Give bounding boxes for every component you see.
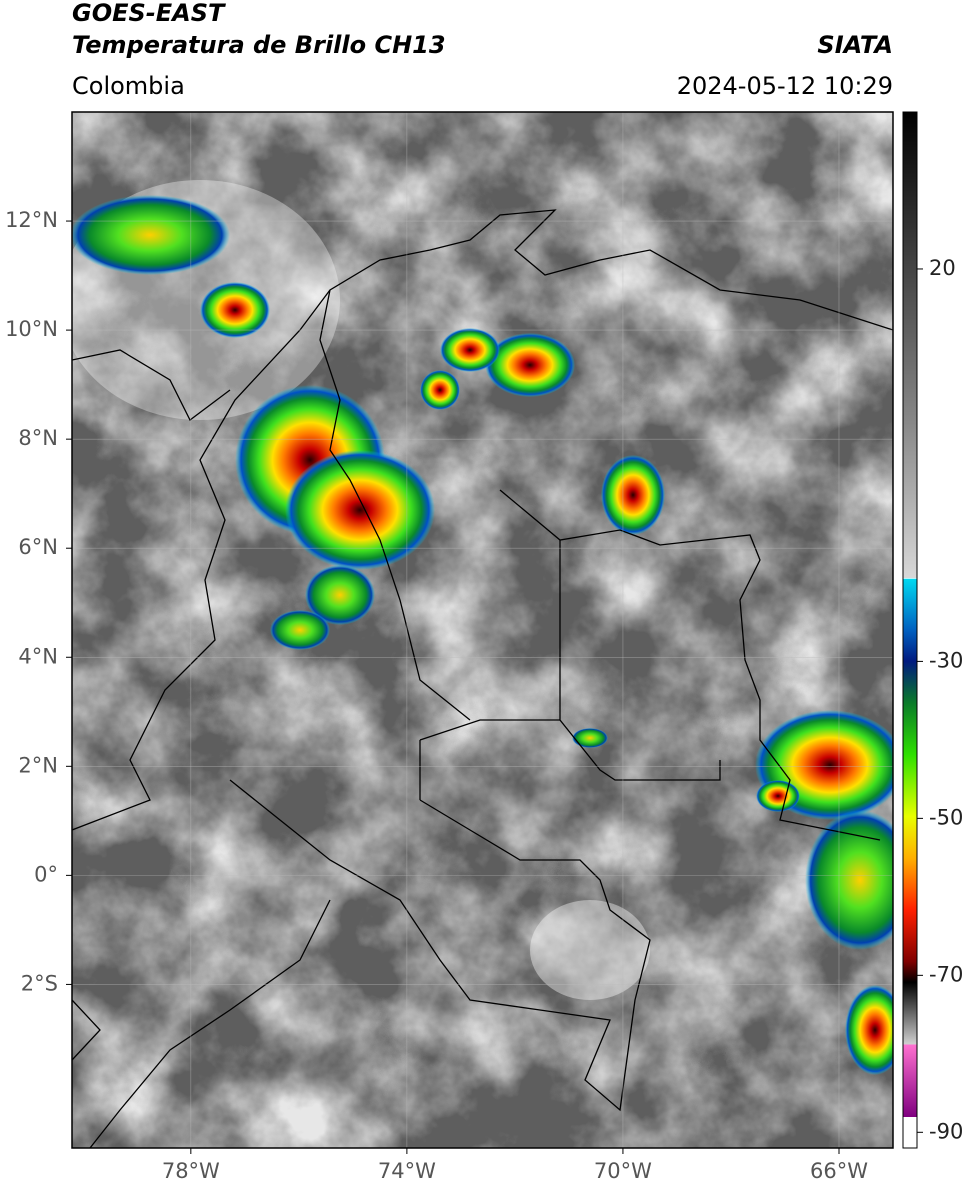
x-tick-label: 74°W <box>378 1159 436 1183</box>
y-tick-label: 2°S <box>21 971 58 995</box>
map-frame <box>71 111 894 1149</box>
y-tick-label: 0° <box>34 862 58 886</box>
colorbar <box>902 111 918 1149</box>
colorbar-tick-label: -90 <box>929 1119 963 1143</box>
y-tick-label: 2°N <box>18 753 58 777</box>
x-tick-label: 70°W <box>594 1159 652 1183</box>
y-tick-label: 12°N <box>5 208 58 232</box>
ticks: 78°W 74°W 70°W 66°W 12°N 10°N 8°N 6°N 4°N 2°N 0° 2°… <box>5 208 963 1183</box>
region: Colombia <box>72 72 185 100</box>
y-tick-label: 6°N <box>18 535 58 559</box>
y-tick-label: 10°N <box>5 317 58 341</box>
colorbar-tick-label: -50 <box>929 805 963 829</box>
colorbar-tick-label: -70 <box>929 962 963 986</box>
colorbar-tick-label: 20 <box>929 256 956 280</box>
source: SIATA <box>817 31 893 59</box>
x-tick-label: 66°W <box>810 1159 868 1183</box>
subtitle: Temperatura de Brillo CH13 <box>72 31 446 59</box>
satellite-image <box>72 112 893 1148</box>
y-tick-label: 8°N <box>18 426 58 450</box>
x-tick-label: 78°W <box>162 1159 220 1183</box>
y-tick-label: 4°N <box>18 644 58 668</box>
colorbar-tick-label: -30 <box>929 648 963 672</box>
timestamp: 2024-05-12 10:29 <box>677 72 893 100</box>
graticule <box>72 112 893 1148</box>
title: GOES-EAST <box>72 0 226 27</box>
